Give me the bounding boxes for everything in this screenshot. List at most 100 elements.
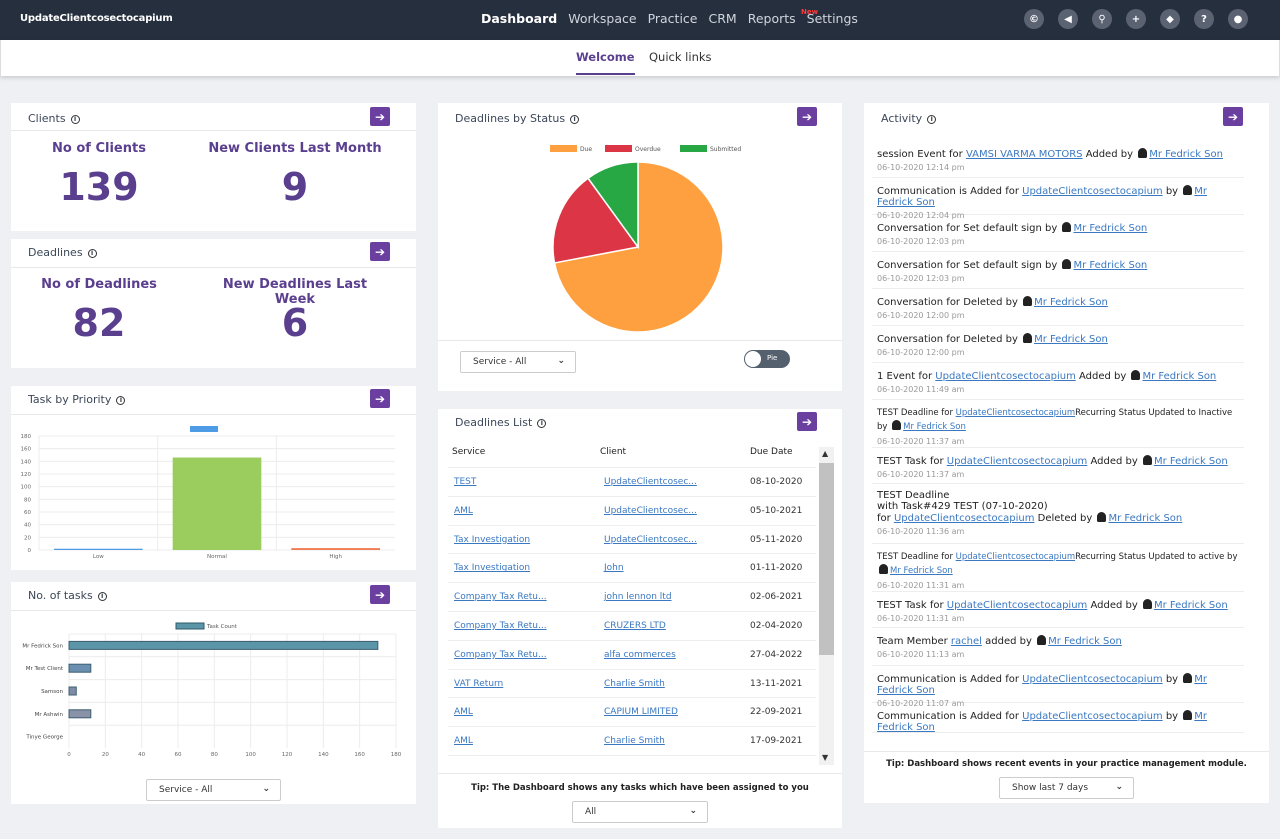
dl-filter-select[interactable]: All ⌄ [572,801,708,823]
client-link[interactable]: UpdateClientcosec... [604,477,697,487]
client-link[interactable]: john lennon ltd [604,592,672,603]
status-service-select[interactable]: Service - All ⌄ [460,351,576,373]
megaphone-icon[interactable]: ◀ [1058,9,1078,29]
scroll-up-icon[interactable]: ▲ [822,449,829,458]
activity-user-link[interactable]: Mr Fedrick Son [903,422,966,432]
dl-scrollbar[interactable]: ▲ ▼ [819,447,834,765]
activity-link[interactable]: UpdateClientcosectocapium [893,513,1035,524]
new-clients-value[interactable]: 9 [281,165,309,209]
tab-welcome[interactable]: Welcome [576,50,635,75]
col-due-date[interactable]: Due Date [750,447,793,457]
activity-link[interactable]: VAMSI VARMA MOTORS [965,149,1083,160]
service-link[interactable]: Tax Investigation [454,534,531,545]
nav-practice[interactable]: Practice [647,11,698,26]
client-link[interactable]: Charlie Smith [604,736,665,747]
service-link[interactable]: Company Tax Retu... [454,621,547,631]
client-link[interactable]: Charlie Smith [604,678,665,689]
info-icon[interactable]: i [570,114,580,124]
activity-user-link[interactable]: Mr Fedrick Son [1149,149,1223,160]
service-link[interactable]: TEST [454,477,477,487]
col-client[interactable]: Client [600,447,627,457]
service-link[interactable]: AML [454,505,473,516]
client-link[interactable]: John [604,563,624,574]
activity-link[interactable]: UpdateClientcosectocapium [955,408,1076,418]
table-row[interactable]: TEST UpdateClientcosec... 08-10-2020 [448,467,816,496]
activity-user-link[interactable]: Mr Fedrick Son [1073,223,1148,234]
activity-link[interactable]: UpdateClientcosectocapium [1022,711,1163,722]
activity-range-select[interactable]: Show last 7 days ⌄ [999,777,1134,799]
clients-arrow-icon[interactable]: ➔ [370,107,390,126]
ticket-icon[interactable]: ◆ [1160,9,1180,29]
activity-user-link[interactable]: Mr Fedrick Son [1073,260,1148,271]
table-row[interactable]: Company Tax Retu... alfa commerces 27-04-2… [448,639,816,669]
table-row[interactable]: AML UpdateClientcosec... 05-10-2021 [448,495,816,525]
table-row[interactable]: VAT Return Charlie Smith 13-11-2021 [448,668,816,698]
nav-crm[interactable]: CRM [708,11,737,26]
info-icon[interactable]: i [116,395,126,405]
table-row[interactable]: Tax Investigation John 01-11-2020 [448,553,816,582]
info-icon[interactable]: i [97,591,107,601]
activity-link[interactable]: rachel [950,636,982,647]
table-row[interactable]: Tax Investigation UpdateClientcosec... 05-… [448,524,816,554]
status-arrow-icon[interactable]: ➔ [797,107,817,126]
scroll-thumb[interactable] [819,463,834,655]
info-icon[interactable]: i [927,114,937,124]
new-deadlines-value[interactable]: 6 [281,301,309,345]
client-link[interactable]: CRUZERS LTD [604,621,666,631]
service-link[interactable]: VAT Return [454,678,504,689]
no-tasks-service-select[interactable]: Service - All ⌄ [146,779,281,801]
pie-toggle[interactable]: Pie [744,350,790,368]
brand-name[interactable]: UpdateClientcosectocapium [20,13,173,24]
activity-link[interactable]: UpdateClientcosectocapium [946,600,1088,611]
activity-user-link[interactable]: Mr Fedrick Son [1034,297,1108,308]
service-link[interactable]: AML [454,707,473,718]
client-link[interactable]: CAPIUM LIMITED [604,707,678,718]
col-service[interactable]: Service [452,447,486,457]
activity-user-link[interactable]: Mr Fedrick Son [1034,334,1108,345]
activity-user-link[interactable]: Mr Fedrick Son [877,186,1208,208]
activity-link[interactable]: UpdateClientcosectocapium [1022,186,1163,197]
service-link[interactable]: AML [454,736,473,747]
table-row[interactable]: Company Tax Retu... john lennon ltd 02-06-… [448,582,816,611]
search-icon[interactable]: ⚲ [1092,9,1112,29]
client-link[interactable]: UpdateClientcosec... [604,505,697,516]
activity-user-link[interactable]: Mr Fedrick Son [890,566,953,576]
client-link[interactable]: UpdateClientcosec... [604,534,697,545]
activity-user-link[interactable]: Mr Fedrick Son [1048,636,1122,647]
info-icon[interactable]: i [87,248,97,258]
info-icon[interactable]: i [70,114,80,124]
dl-list-arrow-icon[interactable]: ➔ [797,412,817,431]
nav-reports[interactable]: Reports [747,11,796,26]
activity-link[interactable]: UpdateClientcosectocapium [935,371,1076,382]
client-link[interactable]: alfa commerces [604,649,676,660]
nav-workspace[interactable]: Workspace [568,11,637,26]
activity-user-link[interactable]: Mr Fedrick Son [1108,513,1183,524]
deadlines-arrow-icon[interactable]: ➔ [370,242,390,261]
table-row[interactable]: Company Tax Retu... CRUZERS LTD 02-04-2020 [448,611,816,640]
plus-icon[interactable]: + [1126,9,1146,29]
nav-dashboard[interactable]: Dashboard [481,11,558,26]
no-of-clients-value[interactable]: 139 [59,165,139,209]
info-icon[interactable]: i [537,418,547,428]
scroll-down-icon[interactable]: ▼ [822,753,829,762]
service-link[interactable]: Company Tax Retu... [454,592,547,603]
activity-user-link[interactable]: Mr Fedrick Son [1153,600,1228,611]
nav-settings[interactable]: Settings [806,11,858,26]
service-link[interactable]: Tax Investigation [454,563,531,574]
activity-link[interactable]: UpdateClientcosectocapium [1022,674,1163,685]
activity-arrow-icon[interactable]: ➔ [1223,107,1243,126]
activity-user-link[interactable]: Mr Fedrick Son [877,674,1208,696]
user-icon[interactable]: ● [1228,9,1248,29]
no-tasks-arrow-icon[interactable]: ➔ [370,585,390,604]
tab-quick-links[interactable]: Quick links [649,50,712,64]
activity-user-link[interactable]: Mr Fedrick Son [877,711,1208,733]
service-link[interactable]: Company Tax Retu... [454,649,547,660]
activity-user-link[interactable]: Mr Fedrick Son [1153,456,1228,467]
table-row[interactable]: Company Tax Retu...Demo pqr30-04-2016 [448,755,816,765]
activity-link[interactable]: UpdateClientcosectocapium [946,456,1088,467]
activity-link[interactable]: UpdateClientcosectocapium [955,552,1076,562]
table-row[interactable]: AML CAPIUM LIMITED 22-09-2021 [448,697,816,726]
activity-user-link[interactable]: Mr Fedrick Son [1142,371,1217,382]
task-priority-arrow-icon[interactable]: ➔ [370,389,390,408]
copyright-icon[interactable]: © [1024,9,1044,29]
